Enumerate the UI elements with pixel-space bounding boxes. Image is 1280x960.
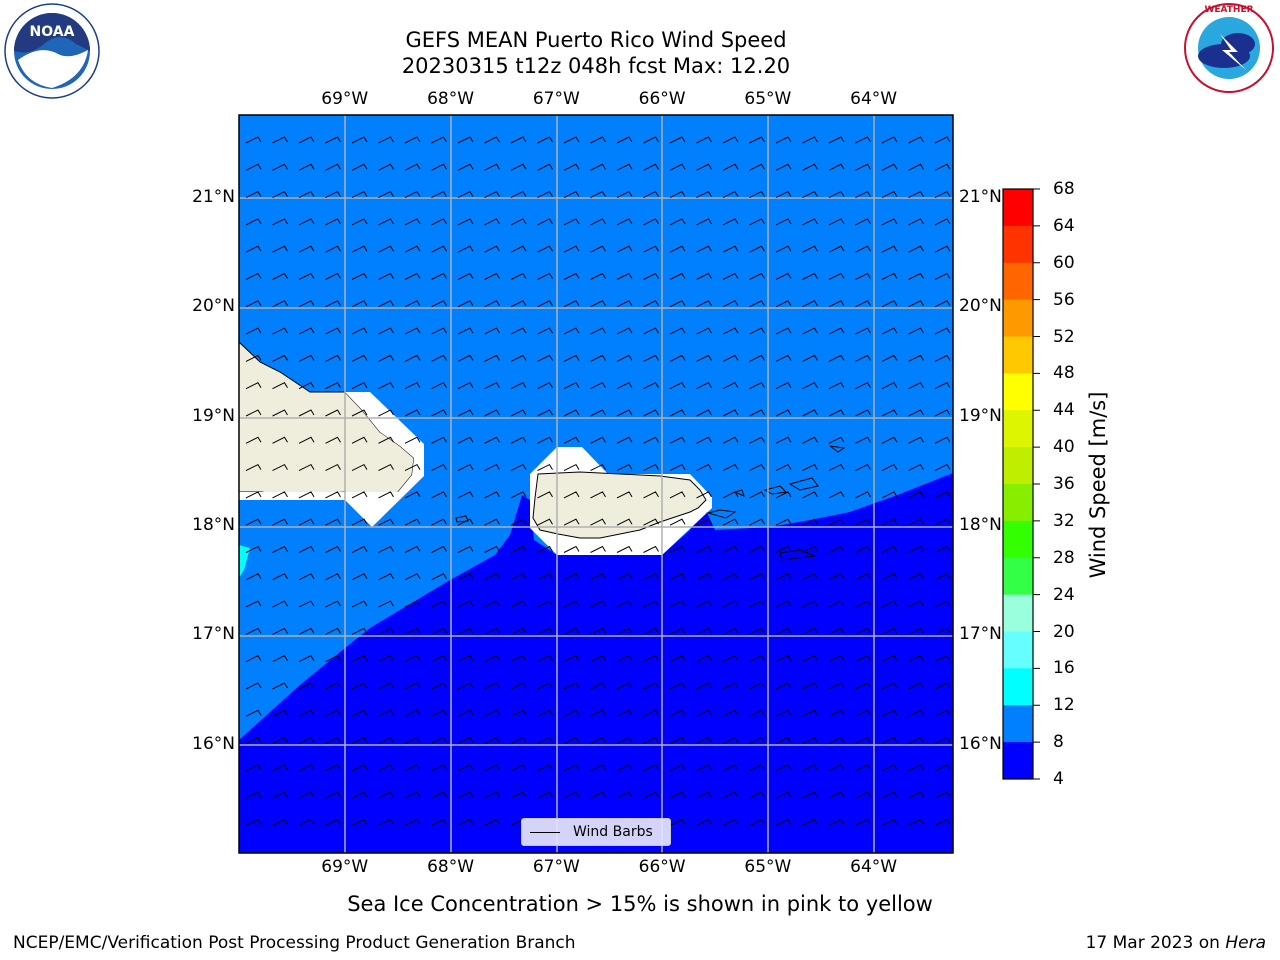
lon-label-top: 64°W	[850, 89, 898, 109]
colorbar-segment	[1003, 631, 1033, 669]
colorbar-segment	[1003, 447, 1033, 485]
colorbar-segment	[1003, 336, 1033, 374]
colorbar-tick-label: 64	[1053, 215, 1075, 236]
lon-label-bottom: 64°W	[850, 857, 898, 877]
lon-label-bottom: 68°W	[427, 857, 475, 877]
ocean-12-16-patch	[239, 545, 250, 578]
legend-line-icon	[530, 832, 560, 833]
lon-label-top: 68°W	[427, 89, 475, 109]
lon-label-bottom: 65°W	[744, 857, 792, 877]
colorbar-segment	[1003, 557, 1033, 596]
lat-label-left: 20°N	[192, 296, 235, 317]
colorbar-tick-label: 68	[1053, 179, 1075, 199]
colorbar-tick-label: 44	[1053, 400, 1075, 421]
colorbar-tick-label: 4	[1053, 769, 1064, 789]
colorbar	[1003, 189, 1033, 780]
colorbar-tick-label: 56	[1053, 289, 1075, 310]
colorbar-segment	[1003, 225, 1033, 264]
lat-label-right: 17°N	[959, 624, 1002, 645]
hispaniola-data-mask-west	[239, 492, 345, 500]
wind-barb-glyphs	[245, 136, 951, 826]
colorbar-tick-label: 60	[1053, 252, 1075, 273]
noaa-logo-icon: NOAA	[4, 3, 100, 99]
colorbar-segment	[1003, 705, 1033, 743]
colorbar-tick-label: 8	[1053, 732, 1064, 753]
colorbar-tick-label: 36	[1053, 474, 1075, 494]
lon-label-bottom: 69°W	[321, 857, 369, 877]
colorbar-tick-label: 40	[1053, 437, 1075, 458]
lat-label-left: 21°N	[192, 187, 235, 207]
colorbar-segment	[1003, 668, 1033, 706]
colorbar-segment	[1003, 410, 1033, 448]
lat-label-right: 19°N	[959, 405, 1002, 426]
sea-ice-note: Sea Ice Concentration > 15% is shown in …	[347, 892, 933, 916]
lon-label-bottom: 66°W	[638, 857, 686, 877]
lon-label-top: 67°W	[532, 89, 580, 109]
legend-label: Wind Barbs	[573, 824, 653, 840]
lon-label-top: 65°W	[744, 89, 792, 109]
lon-label-top: 69°W	[321, 89, 369, 109]
lat-label-left: 19°N	[192, 405, 235, 426]
lon-label-bottom: 67°W	[532, 857, 580, 877]
colorbar-segment	[1003, 594, 1033, 632]
colorbar-tick-label: 28	[1053, 547, 1075, 568]
lat-label-right: 18°N	[959, 515, 1002, 535]
lat-label-left: 17°N	[192, 624, 235, 645]
footer-host: Hera	[1225, 933, 1266, 953]
colorbar-segment	[1003, 373, 1033, 411]
map-subtitle: 20230315 t12z 048h fcst Max: 12.20	[401, 54, 791, 78]
colorbar-segment	[1003, 484, 1033, 522]
nws-logo-icon: WEATHER	[1184, 3, 1274, 93]
colorbar-segment	[1003, 520, 1033, 559]
colorbar-tick-label: 32	[1053, 510, 1075, 531]
footer-date: 17 Mar 2023 on Hera	[1085, 933, 1266, 953]
map-title: GEFS MEAN Puerto Rico Wind Speed	[405, 28, 787, 52]
colorbar-segment	[1003, 189, 1033, 227]
svg-text:NOAA: NOAA	[30, 24, 75, 40]
colorbar-segment	[1003, 299, 1033, 337]
lat-label-left: 18°N	[192, 515, 235, 535]
colorbar-tick-label: 48	[1053, 363, 1075, 384]
colorbar-segment	[1003, 262, 1033, 301]
virgin-islands-coast	[455, 445, 846, 561]
colorbar-title: Wind Speed [m/s]	[1086, 391, 1110, 579]
lat-label-right: 20°N	[959, 296, 1002, 317]
lat-label-right: 21°N	[959, 187, 1002, 207]
legend: Wind Barbs	[521, 818, 671, 846]
lon-label-top: 66°W	[638, 89, 686, 109]
colorbar-tick-label: 52	[1053, 326, 1075, 347]
colorbar-tick-label: 12	[1053, 695, 1075, 716]
footer-branch: NCEP/EMC/Verification Post Processing Pr…	[13, 933, 576, 953]
colorbar-segment	[1003, 742, 1033, 780]
colorbar-tick-label: 16	[1053, 658, 1075, 679]
lat-label-left: 16°N	[192, 733, 235, 754]
ocean-4-8-field	[239, 473, 953, 853]
lat-label-right: 16°N	[959, 733, 1002, 754]
colorbar-tick-label: 24	[1053, 584, 1075, 605]
wind-barbs	[245, 136, 951, 826]
colorbar-tick-label: 20	[1053, 621, 1075, 642]
map-grid	[239, 115, 953, 853]
svg-text:WEATHER: WEATHER	[1204, 5, 1253, 15]
map-frame	[238, 114, 954, 854]
